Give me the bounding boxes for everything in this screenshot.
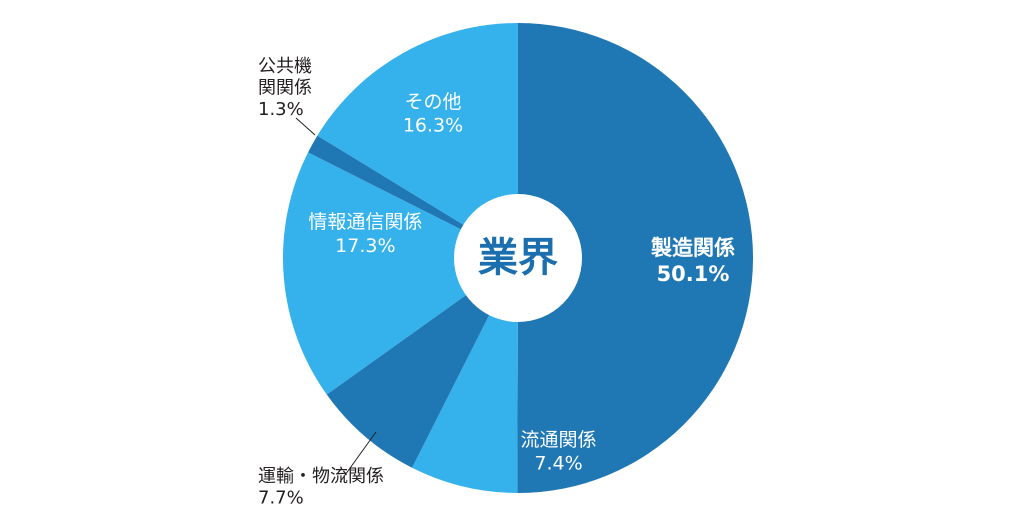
slice-label-value: 17.3% [335, 235, 395, 257]
leader-line [295, 117, 316, 136]
pie-slice [326, 258, 518, 468]
pie-slice [412, 258, 518, 493]
slice-labels: 製造関係 50.1% 流通関係 7.4% 運輸・物流関係 7.7% 情報通信関係 17.3% 公… [258, 56, 735, 509]
pie-slice [317, 23, 518, 258]
slice-label-name: その他 [404, 91, 461, 113]
pie-slice [517, 23, 754, 494]
slice-label: 流通関係 7.4% [521, 429, 597, 475]
leader-lines [295, 117, 377, 483]
slice-label-name: 流通関係 [521, 429, 597, 451]
slice-label-value: 1.3% [258, 99, 304, 120]
slice-label: 運輸・物流関係 7.7% [258, 466, 384, 509]
slice-label-value: 50.1% [657, 262, 730, 286]
slice-label-name: 運輸・物流関係 [258, 466, 384, 487]
slice-label-name: 製造関係 [650, 236, 735, 260]
slice-label: 製造関係 50.1% [650, 236, 735, 286]
slice-label-name: 情報通信関係 [308, 211, 422, 233]
slice-label: 情報通信関係 17.3% [308, 211, 422, 257]
slice-label-value: 7.4% [534, 453, 582, 475]
pie-slice [282, 152, 518, 395]
leader-line [339, 431, 377, 483]
slice-label: 公共機関関係 1.3% [258, 56, 312, 120]
slice-label-value: 16.3% [403, 115, 463, 137]
center-label: 業界 [478, 235, 558, 281]
slice-label-name: 関関係 [258, 78, 312, 99]
slice-label-name: 公共機 [258, 56, 312, 77]
pie-slices [282, 23, 754, 494]
slice-label: その他 16.3% [403, 91, 463, 137]
slice-label-value: 7.7% [258, 488, 304, 509]
center-circle [454, 194, 582, 322]
